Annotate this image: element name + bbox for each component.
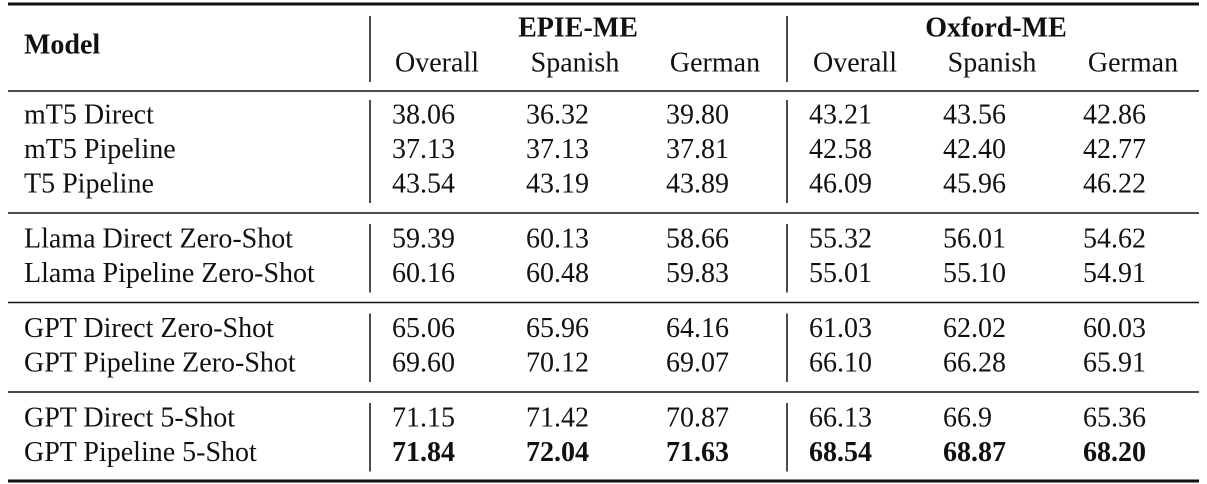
model-header: Model: [24, 29, 100, 60]
cell-value: 65.96: [526, 313, 589, 344]
model-name: GPT Direct 5-Shot: [24, 402, 235, 433]
cell-value: 42.40: [943, 134, 1006, 165]
cell-value: 43.89: [666, 168, 729, 199]
cell-value: 66.13: [809, 402, 872, 433]
cell-value: 58.66: [666, 223, 729, 254]
cell-value: 66.10: [809, 347, 872, 378]
cell-value: 69.60: [392, 347, 455, 378]
cell-value: 68.20: [1083, 437, 1146, 468]
cell-value: 70.87: [666, 402, 729, 433]
cell-value: 56.01: [943, 223, 1006, 254]
cell-value: 66.28: [943, 347, 1006, 378]
cell-value: 60.13: [526, 223, 589, 254]
cell-value: 36.32: [526, 99, 589, 130]
cell-value: 66.9: [943, 402, 992, 433]
model-name: mT5 Pipeline: [24, 134, 176, 165]
column-header: Spanish: [948, 47, 1037, 78]
cell-value: 38.06: [392, 99, 455, 130]
cell-value: 39.80: [666, 99, 729, 130]
model-name: Llama Direct Zero-Shot: [24, 223, 293, 254]
model-name: Llama Pipeline Zero-Shot: [24, 258, 315, 289]
cell-value: 60.03: [1083, 313, 1146, 344]
model-name: GPT Pipeline 5-Shot: [24, 437, 257, 468]
cell-value: 43.54: [392, 168, 455, 199]
cell-value: 46.22: [1083, 168, 1146, 199]
cell-value: 65.06: [392, 313, 455, 344]
model-name: GPT Direct Zero-Shot: [24, 313, 274, 344]
column-header: Spanish: [531, 47, 620, 78]
column-header: Overall: [813, 47, 897, 78]
cell-value: 71.63: [666, 437, 729, 468]
cell-value: 71.15: [392, 402, 455, 433]
group-header: Oxford-ME: [925, 12, 1067, 43]
cell-value: 37.13: [392, 134, 455, 165]
cell-value: 37.13: [526, 134, 589, 165]
model-name: mT5 Direct: [24, 99, 154, 130]
column-header: German: [1088, 47, 1178, 78]
cell-value: 62.02: [943, 313, 1006, 344]
cell-value: 45.96: [943, 168, 1006, 199]
cell-value: 65.36: [1083, 402, 1146, 433]
cell-value: 37.81: [666, 134, 729, 165]
cell-value: 43.56: [943, 99, 1006, 130]
cell-value: 46.09: [809, 168, 872, 199]
model-name: T5 Pipeline: [24, 168, 154, 199]
cell-value: 61.03: [809, 313, 872, 344]
cell-value: 65.91: [1083, 347, 1146, 378]
cell-value: 43.19: [526, 168, 589, 199]
cell-value: 71.84: [392, 437, 455, 468]
cell-value: 42.77: [1083, 134, 1146, 165]
cell-value: 43.21: [809, 99, 872, 130]
cell-value: 72.04: [526, 437, 589, 468]
cell-value: 68.54: [809, 437, 872, 468]
cell-value: 59.83: [666, 258, 729, 289]
cell-value: 69.07: [666, 347, 729, 378]
cell-value: 60.16: [392, 258, 455, 289]
cell-value: 55.01: [809, 258, 872, 289]
cell-value: 54.91: [1083, 258, 1146, 289]
cell-value: 55.32: [809, 223, 872, 254]
column-header: German: [670, 47, 760, 78]
cell-value: 54.62: [1083, 223, 1146, 254]
cell-value: 71.42: [526, 402, 589, 433]
cell-value: 55.10: [943, 258, 1006, 289]
cell-value: 68.87: [943, 437, 1006, 468]
column-header: Overall: [395, 47, 479, 78]
cell-value: 70.12: [526, 347, 589, 378]
model-name: GPT Pipeline Zero-Shot: [24, 347, 296, 378]
group-header: EPIE-ME: [518, 12, 638, 43]
cell-value: 64.16: [666, 313, 729, 344]
cell-value: 42.86: [1083, 99, 1146, 130]
cell-value: 42.58: [809, 134, 872, 165]
cell-value: 59.39: [392, 223, 455, 254]
cell-value: 60.48: [526, 258, 589, 289]
